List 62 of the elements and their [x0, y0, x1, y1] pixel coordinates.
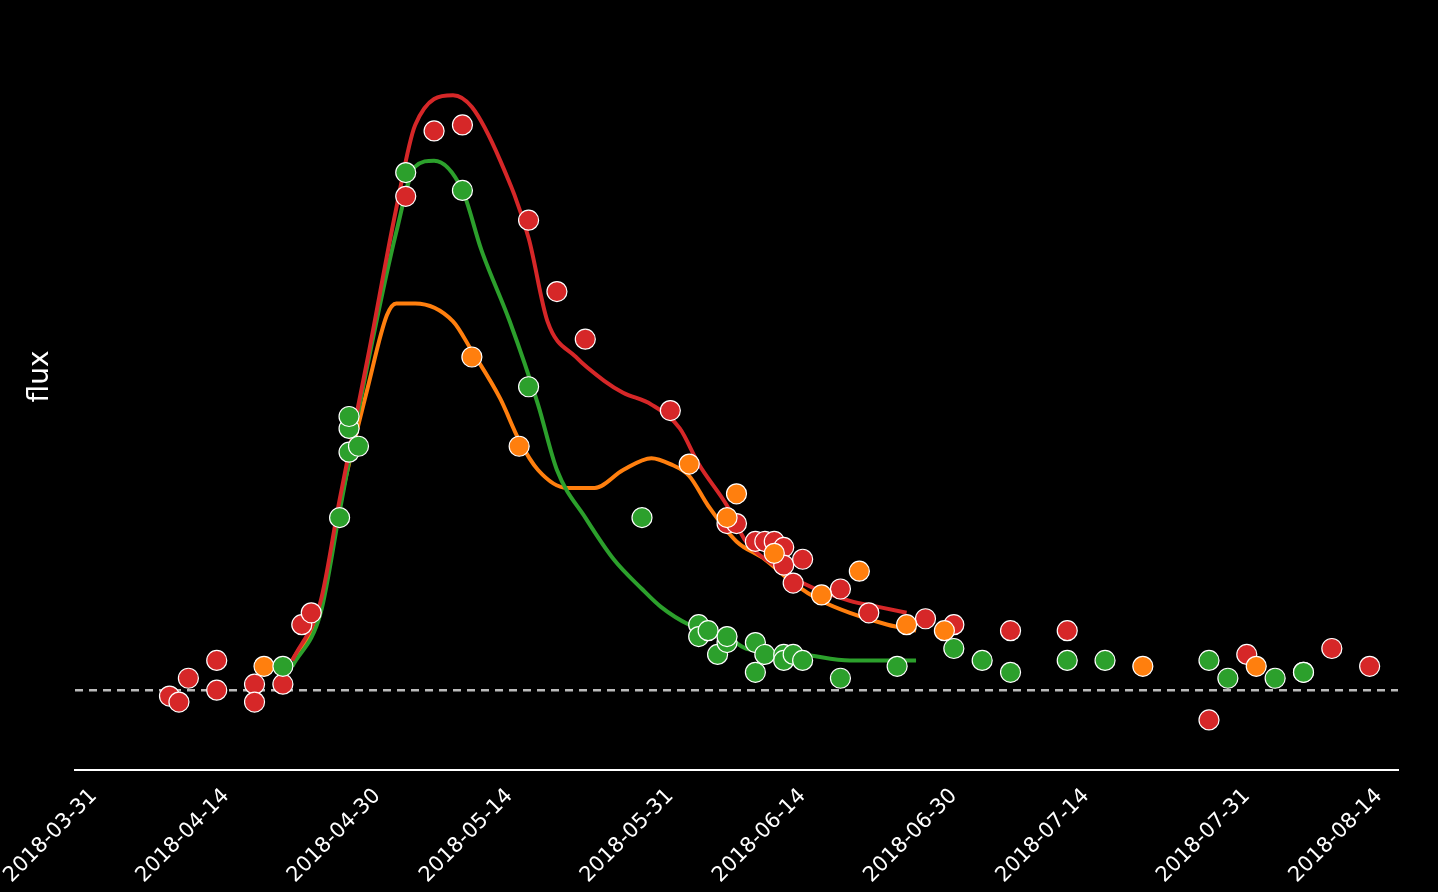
point [300, 602, 322, 624]
point [933, 620, 955, 642]
point [763, 542, 785, 564]
point [395, 161, 417, 184]
point [858, 602, 880, 624]
point [829, 578, 852, 600]
point [423, 120, 445, 142]
point [716, 507, 738, 529]
point [451, 179, 474, 201]
point [546, 280, 568, 303]
point [829, 667, 852, 689]
point [744, 661, 766, 683]
point [725, 483, 748, 505]
point [1056, 649, 1078, 672]
point [347, 435, 370, 457]
point [518, 209, 540, 231]
point [1132, 655, 1154, 677]
point [1198, 649, 1220, 672]
point [1245, 655, 1267, 677]
point [810, 584, 833, 606]
point [1056, 620, 1078, 642]
point [206, 679, 228, 701]
point [792, 548, 814, 570]
point [848, 560, 870, 582]
point [168, 691, 190, 713]
point [338, 405, 360, 428]
point [206, 649, 228, 672]
point [177, 667, 199, 689]
point [659, 399, 681, 422]
point [914, 608, 937, 630]
point [792, 649, 814, 672]
point [1094, 649, 1116, 672]
point [1264, 667, 1286, 689]
point [272, 655, 294, 677]
point [697, 620, 719, 642]
point [574, 328, 596, 350]
point [754, 643, 776, 666]
point [451, 114, 474, 136]
point [243, 673, 266, 695]
point [716, 626, 738, 648]
point [678, 453, 700, 475]
point [999, 620, 1022, 642]
point [1321, 637, 1343, 660]
point [999, 661, 1022, 683]
point [1198, 709, 1220, 731]
point [461, 346, 483, 368]
point [631, 507, 653, 529]
point [782, 572, 804, 594]
point [508, 435, 530, 457]
point [329, 507, 351, 529]
point [886, 655, 908, 677]
point [518, 376, 540, 398]
point [253, 655, 275, 677]
point [1217, 667, 1239, 689]
y-axis-title: flux [21, 349, 55, 405]
point [395, 185, 417, 207]
point [243, 691, 266, 713]
point [896, 614, 918, 636]
point [971, 649, 993, 672]
point [272, 673, 294, 695]
point [943, 637, 965, 660]
point [1359, 655, 1381, 677]
